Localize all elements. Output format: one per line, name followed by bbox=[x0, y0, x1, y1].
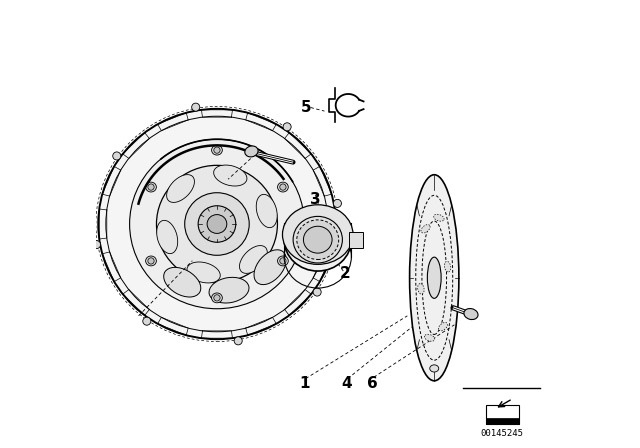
Text: 4: 4 bbox=[342, 375, 352, 391]
Ellipse shape bbox=[214, 295, 220, 301]
Ellipse shape bbox=[148, 258, 154, 264]
Polygon shape bbox=[486, 405, 520, 424]
Ellipse shape bbox=[234, 337, 242, 345]
Ellipse shape bbox=[214, 147, 220, 153]
Ellipse shape bbox=[164, 267, 201, 297]
Ellipse shape bbox=[207, 215, 227, 233]
Ellipse shape bbox=[113, 152, 121, 160]
Ellipse shape bbox=[278, 182, 288, 192]
Ellipse shape bbox=[212, 293, 222, 303]
Ellipse shape bbox=[198, 206, 236, 242]
Ellipse shape bbox=[333, 199, 341, 207]
Ellipse shape bbox=[434, 214, 444, 221]
Ellipse shape bbox=[444, 261, 451, 272]
Text: 3: 3 bbox=[310, 192, 321, 207]
Ellipse shape bbox=[438, 323, 447, 331]
Ellipse shape bbox=[212, 145, 222, 155]
Ellipse shape bbox=[157, 165, 278, 283]
Text: 6: 6 bbox=[367, 375, 378, 391]
Ellipse shape bbox=[297, 220, 339, 259]
Ellipse shape bbox=[130, 139, 305, 309]
Ellipse shape bbox=[464, 309, 478, 319]
Ellipse shape bbox=[303, 226, 332, 253]
Ellipse shape bbox=[166, 175, 195, 202]
Ellipse shape bbox=[146, 256, 156, 266]
Ellipse shape bbox=[146, 182, 156, 192]
Ellipse shape bbox=[157, 220, 178, 254]
Ellipse shape bbox=[187, 262, 220, 283]
Text: 5: 5 bbox=[301, 100, 312, 115]
Polygon shape bbox=[349, 232, 362, 248]
Ellipse shape bbox=[239, 246, 268, 273]
Ellipse shape bbox=[280, 184, 286, 190]
Text: 00145245: 00145245 bbox=[480, 429, 523, 438]
Ellipse shape bbox=[424, 334, 435, 341]
Ellipse shape bbox=[148, 184, 154, 190]
Ellipse shape bbox=[192, 103, 200, 111]
Ellipse shape bbox=[143, 317, 151, 325]
Ellipse shape bbox=[430, 365, 439, 372]
Ellipse shape bbox=[418, 284, 424, 294]
Ellipse shape bbox=[214, 165, 247, 186]
Ellipse shape bbox=[313, 288, 321, 296]
Text: 1: 1 bbox=[299, 375, 310, 391]
Polygon shape bbox=[486, 418, 520, 424]
Ellipse shape bbox=[256, 194, 277, 228]
Ellipse shape bbox=[284, 208, 351, 271]
Ellipse shape bbox=[93, 241, 100, 249]
Ellipse shape bbox=[283, 123, 291, 131]
Ellipse shape bbox=[278, 256, 288, 266]
Ellipse shape bbox=[185, 193, 249, 255]
Ellipse shape bbox=[428, 257, 441, 298]
Text: 2: 2 bbox=[339, 266, 350, 281]
Ellipse shape bbox=[421, 224, 430, 233]
Ellipse shape bbox=[254, 250, 286, 284]
Ellipse shape bbox=[293, 216, 342, 263]
Ellipse shape bbox=[280, 258, 286, 264]
Ellipse shape bbox=[282, 205, 353, 264]
Ellipse shape bbox=[99, 109, 336, 339]
Ellipse shape bbox=[245, 146, 258, 157]
Ellipse shape bbox=[410, 175, 459, 381]
Ellipse shape bbox=[209, 277, 249, 303]
